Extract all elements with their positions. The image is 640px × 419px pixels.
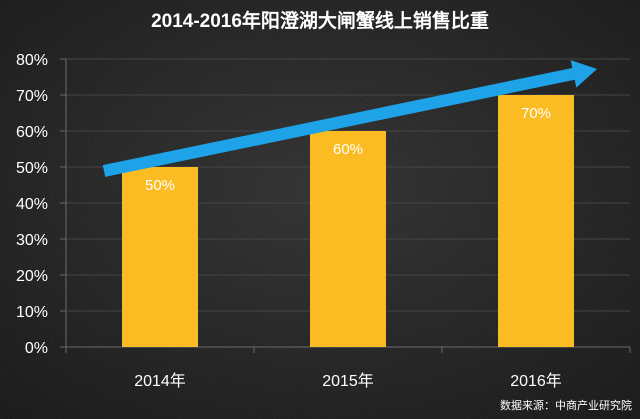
- x-axis-tick-labels: 2014年 2015年 2016年: [134, 372, 562, 390]
- bar-value-labels: 50% 60% 70%: [145, 105, 551, 194]
- source-note: 数据来源：中商产业研究院: [500, 398, 632, 412]
- y-tick-label: 30%: [16, 232, 48, 249]
- y-tick-label: 0%: [25, 340, 48, 357]
- y-tick-label: 40%: [16, 196, 48, 213]
- x-tick-label: 2014年: [134, 372, 186, 390]
- bar-value-label: 60%: [333, 141, 363, 158]
- y-tick-label: 20%: [16, 268, 48, 285]
- y-tick-label: 50%: [16, 160, 48, 177]
- y-tick-label: 80%: [16, 52, 48, 69]
- bar-value-label: 70%: [521, 105, 551, 122]
- chart-title: 2014-2016年阳澄湖大闸蟹线上销售比重: [151, 9, 489, 32]
- bar-2: [310, 131, 386, 347]
- y-axis-tick-labels: 0% 10% 20% 30% 40% 50% 60% 70% 80%: [16, 52, 48, 357]
- bar-1: [122, 167, 198, 347]
- bars: [122, 95, 574, 347]
- y-tick-label: 10%: [16, 304, 48, 321]
- x-tick-label: 2016年: [510, 372, 562, 390]
- y-tick-label: 60%: [16, 124, 48, 141]
- trend-arrow-icon: [102, 60, 597, 177]
- y-tick-label: 70%: [16, 88, 48, 105]
- bar-3: [498, 95, 574, 347]
- bar-value-label: 50%: [145, 177, 175, 194]
- x-tick-label: 2015年: [322, 372, 374, 390]
